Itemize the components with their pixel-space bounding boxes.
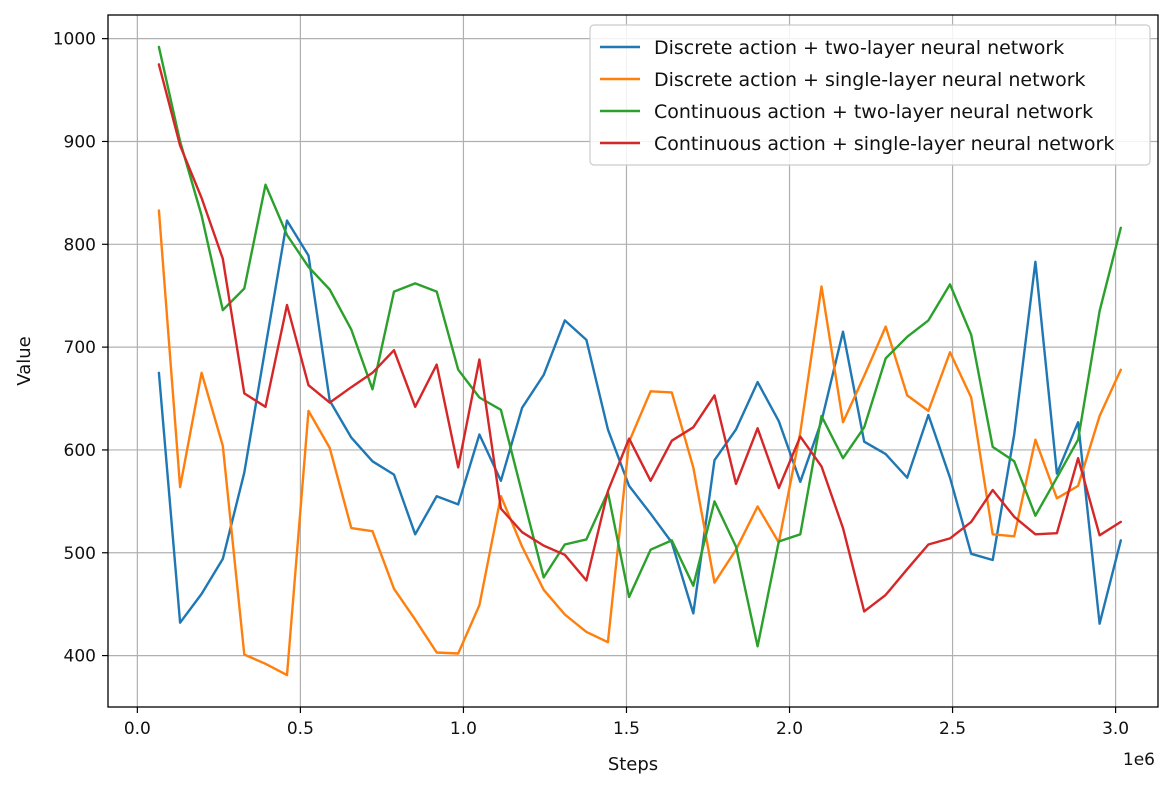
y-axis-label: Value xyxy=(14,336,35,385)
x-tick-label-1: 0.5 xyxy=(287,719,314,739)
series-line-3 xyxy=(157,63,1123,613)
legend-label-1: Discrete action + single-layer neural ne… xyxy=(654,69,1086,91)
legend-label-3: Continuous action + single-layer neural … xyxy=(654,133,1114,155)
legend: Discrete action + two-layer neural netwo… xyxy=(589,24,1151,166)
y-tick-label-6: 1000 xyxy=(53,30,96,50)
plot-frame xyxy=(107,14,1159,708)
series-lines xyxy=(157,45,1123,677)
legend-box xyxy=(589,24,1151,166)
x-tick-label-6: 3.0 xyxy=(1102,719,1129,739)
series-line-2 xyxy=(157,45,1123,648)
legend-label-0: Discrete action + two-layer neural netwo… xyxy=(654,37,1064,59)
x-tick-label-3: 1.5 xyxy=(613,719,640,739)
axis-ticks: 0.0 0.5 1.0 1.5 2.0 2.5 3.0 400 500 600 700 800 900 1… xyxy=(53,30,1129,739)
y-tick-label-2: 600 xyxy=(64,441,96,461)
x-axis-label: Steps xyxy=(608,754,658,775)
y-tick-label-3: 700 xyxy=(64,338,96,358)
legend-label-2: Continuous action + two-layer neural net… xyxy=(654,101,1093,123)
x-tick-label-2: 1.0 xyxy=(450,719,477,739)
x-tick-label-0: 0.0 xyxy=(124,719,151,739)
x-axis-offset-label: 1e6 xyxy=(1123,750,1155,770)
y-tick-label-4: 800 xyxy=(64,235,96,255)
y-tick-label-5: 900 xyxy=(64,132,96,152)
y-tick-label-0: 400 xyxy=(64,647,96,667)
series-line-1 xyxy=(157,209,1123,677)
x-tick-label-4: 2.0 xyxy=(776,719,803,739)
x-tick-label-5: 2.5 xyxy=(939,719,966,739)
series-line-0 xyxy=(157,219,1123,625)
y-tick-label-1: 500 xyxy=(64,544,96,564)
